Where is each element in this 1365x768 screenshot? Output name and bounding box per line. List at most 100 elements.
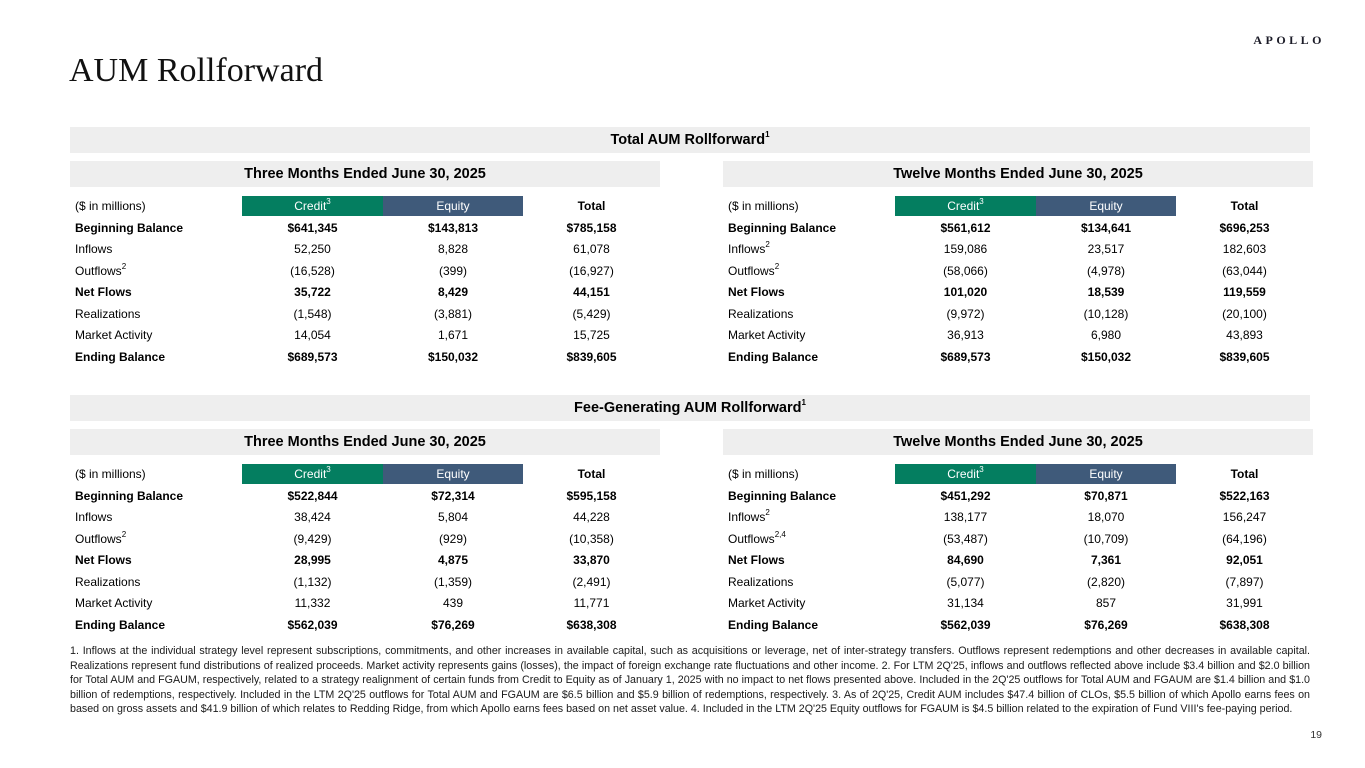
cell-value-credit: 159,086 xyxy=(895,239,1036,261)
cell-text: 5,804 xyxy=(437,510,469,524)
cell-text: $839,605 xyxy=(1219,349,1270,364)
column-header-credit: Credit3 xyxy=(242,196,383,216)
cell-text: (5,077) xyxy=(946,574,985,589)
cell-text: Total xyxy=(1230,199,1259,213)
cell-value-equity: $76,269 xyxy=(1036,615,1176,637)
cell-text: (53,487) xyxy=(943,531,988,546)
cell-text: 44,151 xyxy=(573,285,610,299)
cell-value-total: 15,725 xyxy=(523,325,660,347)
row-label: Outflows2 xyxy=(70,261,242,283)
cell-text: $143,813 xyxy=(427,220,479,235)
cell-text: (5,429) xyxy=(572,306,611,321)
cell-text: $522,844 xyxy=(287,488,338,503)
cell-text: (10,709) xyxy=(1083,531,1129,546)
cell-text: Realizations xyxy=(728,574,794,589)
table-row: Inflows2 159,086 23,517 182,603 xyxy=(723,239,1313,261)
cell-text: Net Flows xyxy=(75,553,132,567)
cell-text: Ending Balance xyxy=(75,349,166,364)
table-row: Beginning Balance $522,844 $72,314 $595,158 xyxy=(70,486,660,508)
cell-value-total: (7,897) xyxy=(1176,572,1313,594)
table-header-row: ($ in millions) Credit3 Equity Total xyxy=(723,464,1313,485)
cell-text: 44,228 xyxy=(573,510,610,524)
cell-text: $785,158 xyxy=(566,220,617,235)
footnote-marker: 2 xyxy=(121,261,127,271)
row-label: Inflows2 xyxy=(723,239,895,261)
cell-text: 156,247 xyxy=(1222,510,1267,524)
table-row: Ending Balance $689,573 $150,032 $839,605 xyxy=(723,347,1313,369)
cell-text: Inflows xyxy=(728,510,766,524)
cell-text: Inflows xyxy=(75,510,113,524)
cell-value-equity: $150,032 xyxy=(383,347,523,369)
cell-text: $562,039 xyxy=(287,617,338,632)
cell-text: Equity xyxy=(436,199,470,213)
row-label: Realizations xyxy=(70,304,242,326)
section-title-fee-generating-aum: Fee-Generating AUM Rollforward1 xyxy=(70,395,1310,421)
row-label: Net Flows xyxy=(723,550,895,572)
cell-value-total: 92,051 xyxy=(1176,550,1313,572)
table-row: Beginning Balance $451,292 $70,871 $522,163 xyxy=(723,486,1313,508)
table-row: Market Activity 14,054 1,671 15,725 xyxy=(70,325,660,347)
table-row: Realizations (5,077) (2,820) (7,897) xyxy=(723,572,1313,594)
cell-value-total: 44,151 xyxy=(523,282,660,304)
footnote-marker: 2 xyxy=(774,261,780,271)
cell-value-credit: 36,913 xyxy=(895,325,1036,347)
column-header-total: Total xyxy=(1176,196,1313,217)
cell-text: 18,070 xyxy=(1087,510,1125,524)
cell-value-total: (5,429) xyxy=(523,304,660,326)
cell-text: 92,051 xyxy=(1226,553,1263,567)
cell-value-equity: $70,871 xyxy=(1036,486,1176,508)
row-label: Ending Balance xyxy=(70,347,242,369)
cell-text: Equity xyxy=(1089,467,1123,481)
column-header-equity: Equity xyxy=(1036,464,1176,484)
period-header-total-12m: Twelve Months Ended June 30, 2025 xyxy=(723,161,1313,187)
cell-text: Total xyxy=(1230,467,1259,481)
cell-text: (1,359) xyxy=(433,574,473,589)
cell-text: (2,820) xyxy=(1086,574,1126,589)
cell-value-total: $696,253 xyxy=(1176,218,1313,240)
footnotes-text: 1. Inflows at the individual strategy le… xyxy=(70,645,1310,715)
unit-label: ($ in millions) xyxy=(723,196,895,217)
cell-text: $638,308 xyxy=(1219,617,1270,632)
column-header-credit: Credit3 xyxy=(242,464,383,484)
cell-text: (2,491) xyxy=(572,574,611,589)
cell-value-equity: 857 xyxy=(1036,593,1176,615)
cell-text: $451,292 xyxy=(940,488,991,503)
cell-text: 28,995 xyxy=(294,553,331,567)
cell-text: Realizations xyxy=(75,574,141,589)
section-title-text: Fee-Generating AUM Rollforward xyxy=(574,400,802,416)
cell-text: 23,517 xyxy=(1087,242,1125,256)
page-number: 19 xyxy=(1310,729,1322,741)
footnote-marker: 2,4 xyxy=(774,529,786,539)
cell-value-credit: (5,077) xyxy=(895,572,1036,594)
cell-value-total: 11,771 xyxy=(523,593,660,615)
cell-text: Total xyxy=(577,467,606,481)
cell-text: Equity xyxy=(1089,199,1123,213)
table-header-row: ($ in millions) Credit3 Equity Total xyxy=(70,464,660,485)
table-row: Net Flows 84,690 7,361 92,051 xyxy=(723,550,1313,572)
cell-value-credit: (1,132) xyxy=(242,572,383,594)
cell-value-credit: (53,487) xyxy=(895,529,1036,551)
cell-value-total: 31,991 xyxy=(1176,593,1313,615)
cell-text: $595,158 xyxy=(566,488,617,503)
table-row: Ending Balance $689,573 $150,032 $839,605 xyxy=(70,347,660,369)
cell-text: Ending Balance xyxy=(728,617,819,632)
cell-text: 36,913 xyxy=(947,328,984,342)
cell-value-total: $839,605 xyxy=(523,347,660,369)
cell-value-credit: $522,844 xyxy=(242,486,383,508)
cell-text: Inflows xyxy=(75,242,113,256)
cell-text: 84,690 xyxy=(947,553,984,567)
table-row: Inflows 52,250 8,828 61,078 xyxy=(70,239,660,261)
cell-text: (16,927) xyxy=(569,263,614,278)
cell-text: Outflows xyxy=(75,531,122,546)
cell-text: 4,875 xyxy=(437,553,469,567)
row-label: Net Flows xyxy=(70,282,242,304)
cell-text: Inflows xyxy=(728,242,766,256)
cell-text: (3,881) xyxy=(433,306,473,321)
cell-value-credit: 52,250 xyxy=(242,239,383,261)
cell-text: 101,020 xyxy=(943,285,988,299)
cell-value-equity: (4,978) xyxy=(1036,261,1176,283)
cell-value-equity: (3,881) xyxy=(383,304,523,326)
cell-value-total: 156,247 xyxy=(1176,507,1313,529)
unit-label: ($ in millions) xyxy=(70,464,242,485)
cell-value-credit: 101,020 xyxy=(895,282,1036,304)
